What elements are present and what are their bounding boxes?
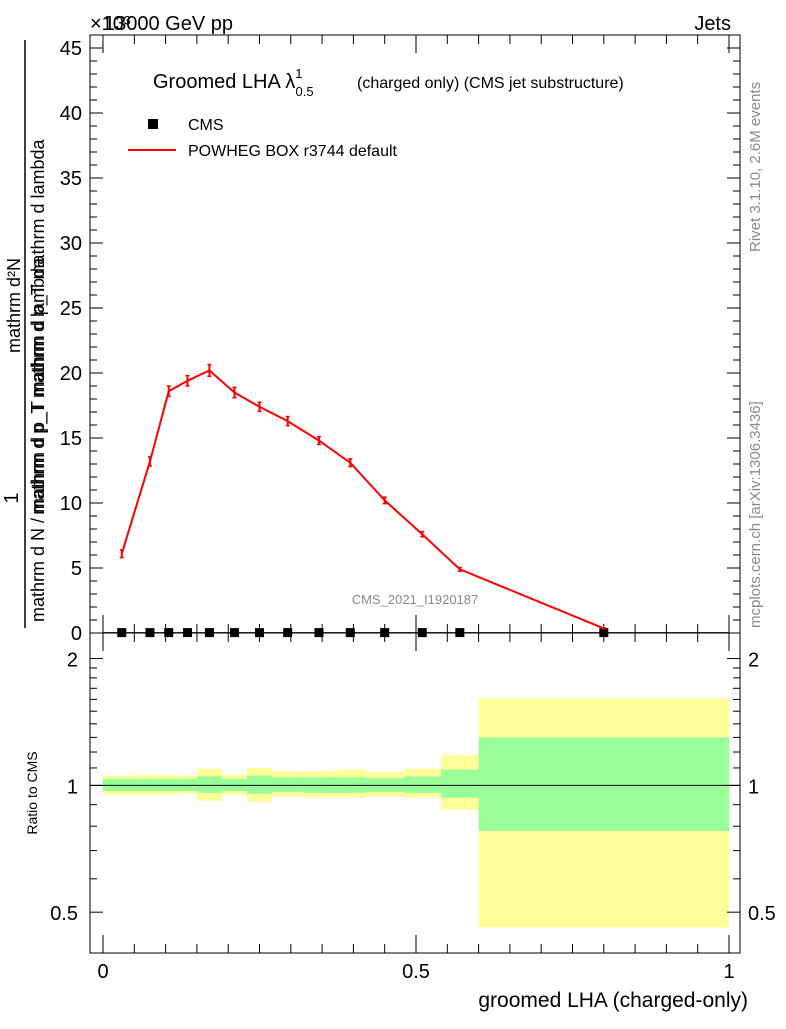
energy-label: 13000 GeV pp [104, 13, 233, 35]
ratio-stat-uncertainty-band [403, 776, 442, 793]
ratio-ylabel: Ratio to CMS [24, 751, 40, 834]
main-title-suffix: (charged only) (CMS jet substructure) [357, 75, 624, 92]
ratio-ytick-label-right: 0.5 [748, 903, 776, 925]
ylabel-denominator: mathrm d N / mathrm d p_T mathrm d p_T m… [28, 139, 49, 622]
main-ytick-label: 30 [60, 233, 82, 255]
legend-powheg-label: POWHEG BOX r3744 default [188, 143, 398, 160]
main-ytick-label: 10 [60, 493, 82, 515]
legend-cms-marker [148, 119, 158, 129]
main-title: Groomed LHA λ1 0.5 [153, 66, 314, 99]
main-ytick-label: 40 [60, 103, 82, 125]
main-title-sup: 1 [295, 66, 302, 81]
analysis-watermark: CMS_2021_I1920187 [352, 592, 479, 607]
ratio-plot: 0.5 0.5 1 1 2 2 0 0.5 1 Ratio to CMS groomed LH… [24, 632, 776, 1012]
ratio-stat-uncertainty-band [246, 775, 273, 794]
main-ytick-label: 5 [71, 558, 82, 580]
ratio-xtick-label: 0 [97, 961, 108, 983]
main-ytick-label: 0 [71, 623, 82, 645]
ratio-stat-uncertainty-band [196, 776, 222, 793]
ratio-stat-uncertainty-band [441, 769, 479, 798]
main-ylabel: 1 mathrm d N / mathrm d p_T mathrm d p_T… [1, 40, 49, 628]
mcplots-label: mcplots.cern.ch [arXiv:1306.3436] [747, 401, 764, 628]
main-ytick-label: 35 [60, 168, 82, 190]
main-ytick-label: 25 [60, 298, 82, 320]
ratio-ytick-label-right: 1 [748, 776, 759, 798]
ratio-stat-uncertainty-band [478, 737, 729, 831]
ylabel-fraction-denominator: mathrm d p_T mathrm d lambda [28, 257, 49, 515]
main-ytick-label: 45 [60, 38, 82, 60]
ratio-ytick-label-right: 2 [748, 650, 759, 672]
exponent-label: ×10³ [90, 13, 131, 35]
process-label: Jets [694, 13, 731, 35]
ratio-xlabel: groomed LHA (charged-only) [478, 989, 748, 1012]
legend-cms-label: CMS [188, 117, 224, 134]
ylabel-one: 1 [1, 492, 23, 503]
main-ytick-label: 15 [60, 428, 82, 450]
main-title-text: Groomed LHA λ [153, 71, 295, 93]
ratio-ytick-label: 0.5 [50, 903, 78, 925]
ratio-ytick-label: 2 [67, 650, 78, 672]
rivet-label: Rivet 3.1.10, 2.6M events [747, 82, 764, 252]
ratio-xtick-label: 1 [723, 961, 734, 983]
main-ytick-label: 20 [60, 363, 82, 385]
ratio-xtick-label: 0.5 [402, 961, 430, 983]
ylabel-fraction-numerator: mathrm d²N [4, 258, 24, 353]
ratio-stat-uncertainty-band [272, 777, 304, 792]
powheg-line [120, 369, 605, 630]
ratio-ytick-label: 1 [67, 776, 78, 798]
ratio-plot-frame [89, 632, 741, 954]
main-title-sub: 0.5 [296, 84, 314, 99]
